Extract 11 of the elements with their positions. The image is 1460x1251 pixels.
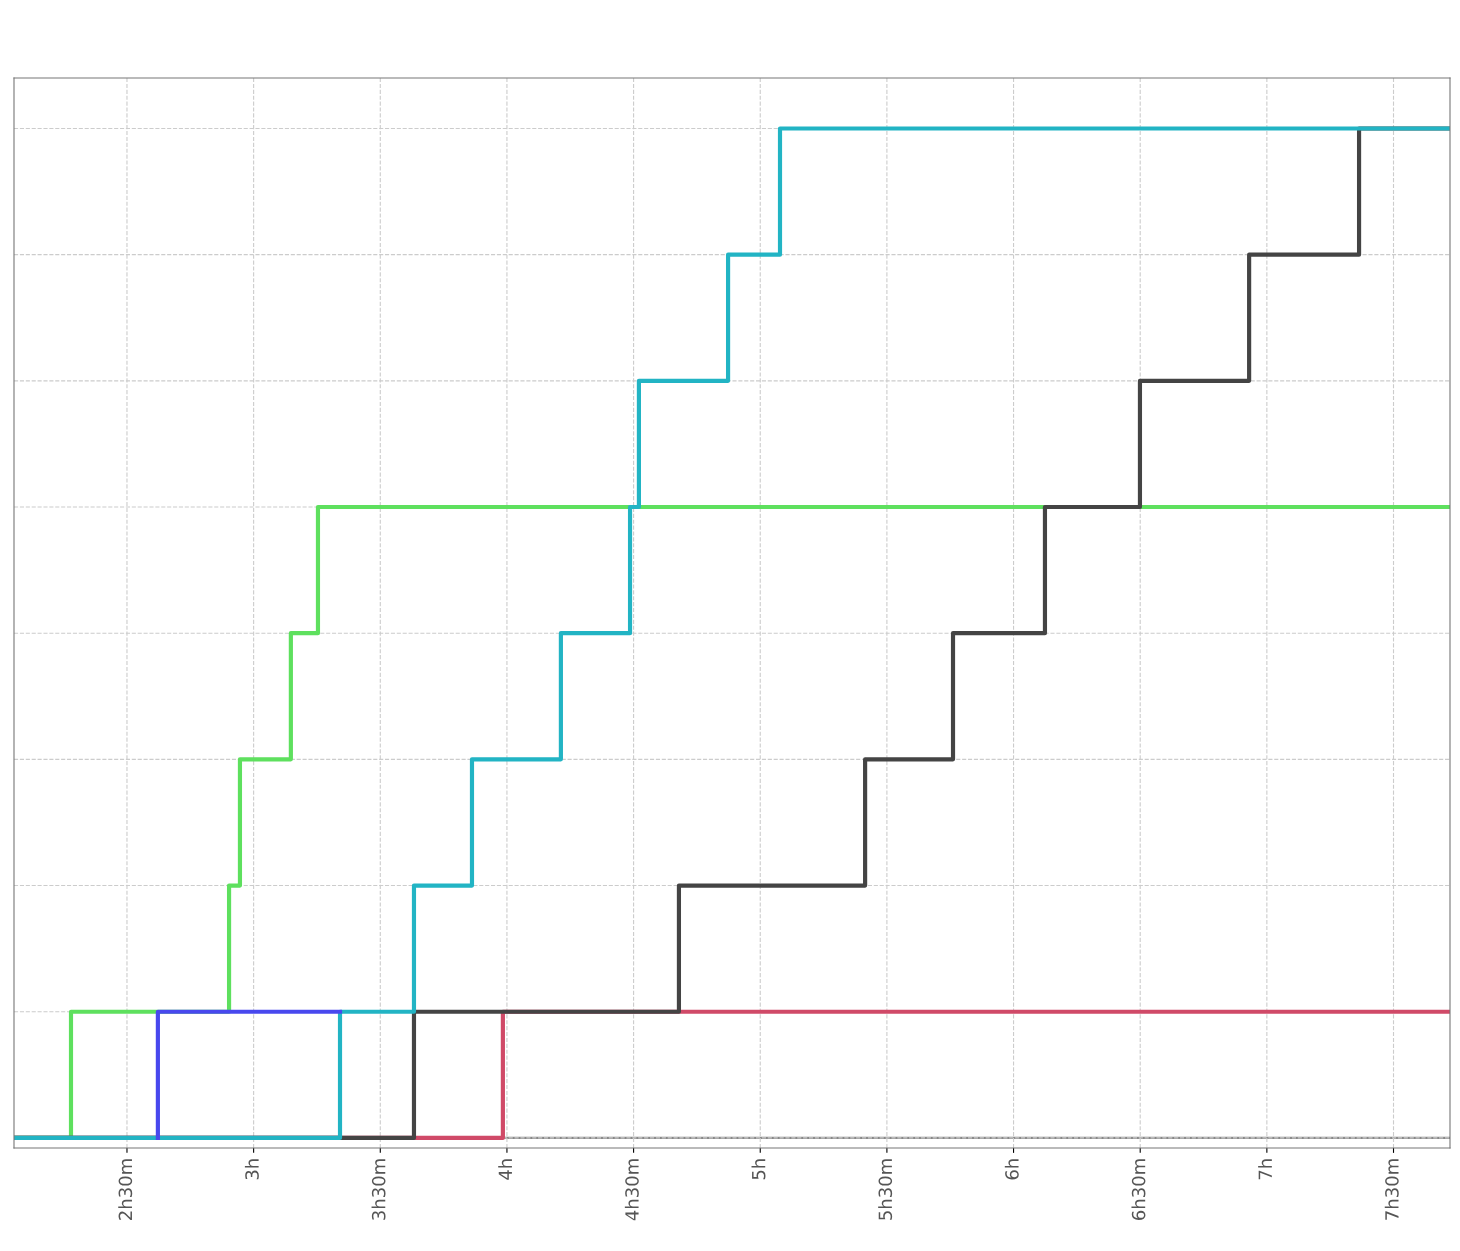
x-tick-label: 7h (1258, 1159, 1272, 1180)
x-tick-label: 3h (244, 1159, 259, 1180)
x-tick-label: 5h30m (878, 1159, 893, 1220)
x-tick-label: 6h30m (1131, 1159, 1146, 1220)
x-tick-label: 5h (751, 1159, 766, 1180)
x-tick-label: 3h30m (371, 1159, 386, 1220)
x-tick-label: 4h30m (624, 1159, 639, 1221)
x-tick-label: 4h (498, 1159, 512, 1180)
x-tick-label: 6h (1004, 1159, 1019, 1180)
x-tick-label: 7h30m (1384, 1159, 1399, 1220)
x-tick-label: 2h30m (118, 1159, 133, 1220)
